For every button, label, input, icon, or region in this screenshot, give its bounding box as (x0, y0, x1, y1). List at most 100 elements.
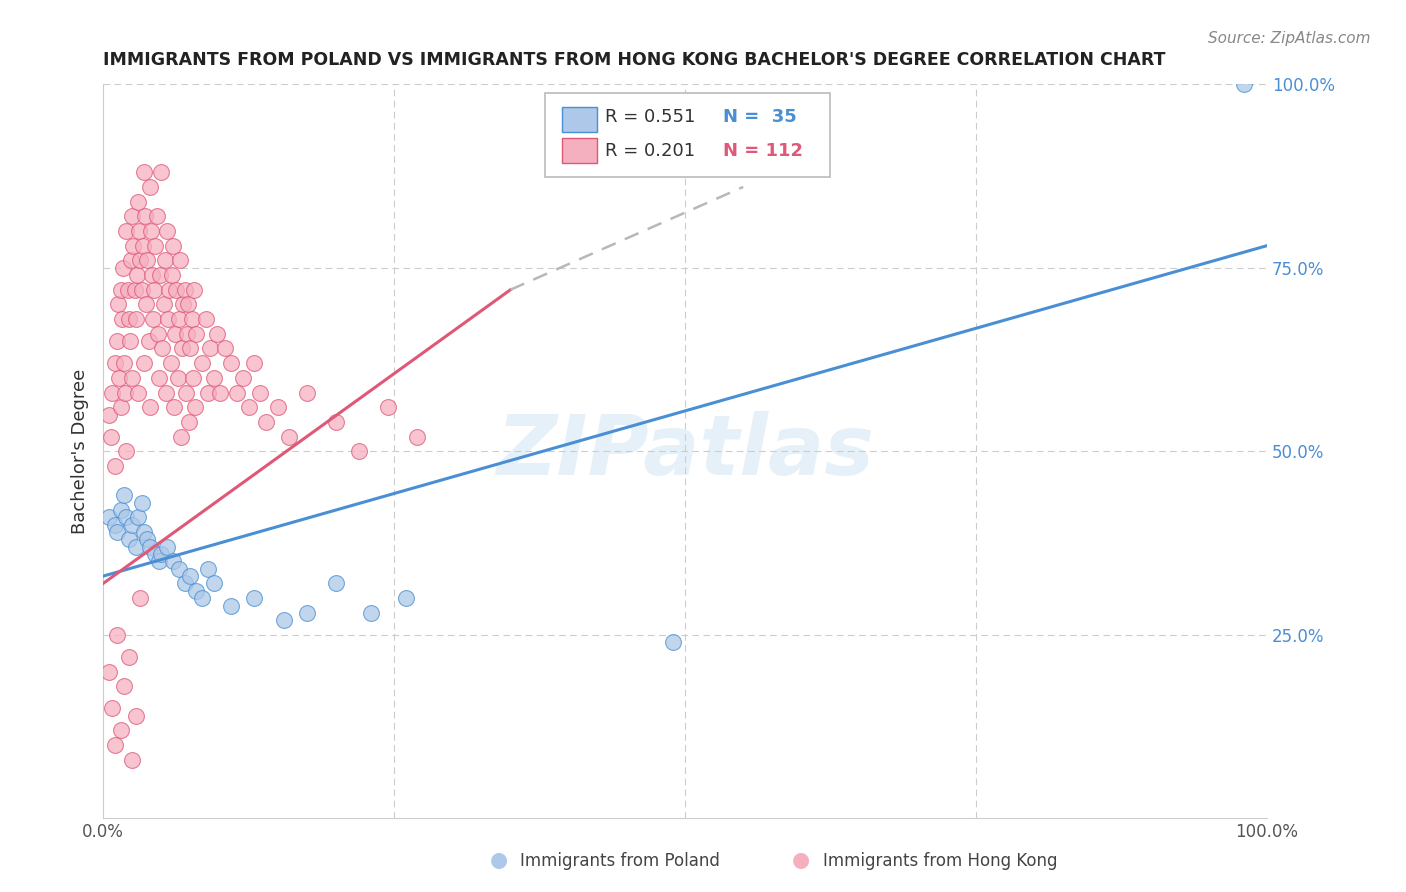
Point (114, 385, 136, 400)
Point (129, 253, 152, 268)
Point (167, 312, 190, 326)
Point (127, 194, 149, 209)
Text: IMMIGRANTS FROM POLAND VS IMMIGRANTS FROM HONG KONG BACHELOR'S DEGREE CORRELATIO: IMMIGRANTS FROM POLAND VS IMMIGRANTS FRO… (103, 51, 1166, 69)
Point (104, 738, 127, 752)
FancyBboxPatch shape (561, 138, 596, 163)
Text: Immigrants from Hong Kong: Immigrants from Hong Kong (823, 852, 1057, 870)
Point (122, 238, 145, 252)
Point (110, 401, 132, 415)
Point (377, 401, 399, 415)
Point (136, 253, 159, 268)
Point (159, 283, 181, 297)
Point (194, 312, 217, 326)
Point (295, 385, 318, 400)
Point (120, 253, 142, 268)
Y-axis label: Bachelor's Degree: Bachelor's Degree (72, 368, 89, 534)
Point (132, 524, 155, 539)
Point (219, 599, 242, 613)
Point (146, 326, 169, 341)
Point (325, 415, 347, 429)
Point (115, 510, 138, 524)
Point (118, 334, 141, 348)
Point (347, 444, 370, 458)
Point (243, 356, 266, 370)
Point (183, 283, 205, 297)
Point (117, 283, 139, 297)
Point (273, 613, 295, 627)
Point (214, 342, 236, 356)
Point (112, 679, 135, 693)
Point (97, 665, 120, 679)
Point (169, 253, 191, 268)
Point (173, 283, 195, 297)
Point (162, 238, 184, 252)
Point (139, 224, 162, 238)
Point (135, 297, 157, 311)
Point (197, 562, 219, 576)
Point (127, 510, 149, 524)
Point (177, 297, 200, 311)
Point (156, 224, 179, 238)
Point (174, 385, 197, 400)
Point (232, 371, 254, 385)
Point (138, 401, 160, 415)
Point (129, 591, 152, 606)
Text: ●: ● (491, 850, 508, 870)
Point (249, 385, 271, 400)
Point (148, 371, 170, 385)
Point (179, 415, 201, 429)
Point (110, 503, 132, 517)
Point (118, 533, 141, 547)
Point (142, 312, 165, 326)
Point (105, 334, 128, 348)
Point (198, 342, 221, 356)
Point (406, 429, 429, 443)
Point (156, 540, 179, 554)
Point (112, 356, 135, 370)
Point (163, 401, 186, 415)
Point (132, 165, 155, 179)
Point (254, 415, 277, 429)
Point (179, 342, 201, 356)
Point (238, 401, 260, 415)
Point (101, 701, 124, 715)
Point (180, 312, 202, 326)
FancyBboxPatch shape (546, 93, 831, 178)
Point (145, 209, 167, 223)
Point (125, 540, 148, 554)
Point (160, 268, 183, 282)
Point (148, 554, 170, 568)
Point (295, 606, 318, 620)
Point (121, 753, 143, 767)
Point (226, 385, 249, 400)
Point (111, 260, 134, 275)
Point (110, 723, 132, 738)
Text: R = 0.201: R = 0.201 (605, 142, 695, 160)
Point (186, 326, 208, 341)
Point (100, 429, 122, 443)
Point (127, 385, 149, 400)
Point (243, 591, 266, 606)
Point (184, 401, 207, 415)
Point (165, 326, 187, 341)
Point (138, 540, 160, 554)
Point (143, 283, 166, 297)
Point (1233, 77, 1256, 91)
Point (152, 342, 174, 356)
Point (165, 283, 187, 297)
Point (121, 517, 143, 532)
Point (181, 371, 204, 385)
Point (97, 510, 120, 524)
Point (155, 385, 177, 400)
Point (118, 649, 141, 664)
Point (186, 583, 208, 598)
Point (395, 591, 418, 606)
Point (152, 297, 174, 311)
Point (145, 238, 167, 252)
Point (167, 562, 190, 576)
Point (112, 488, 135, 502)
Point (145, 547, 167, 561)
Point (325, 576, 347, 591)
Point (104, 458, 127, 473)
Point (128, 224, 150, 238)
